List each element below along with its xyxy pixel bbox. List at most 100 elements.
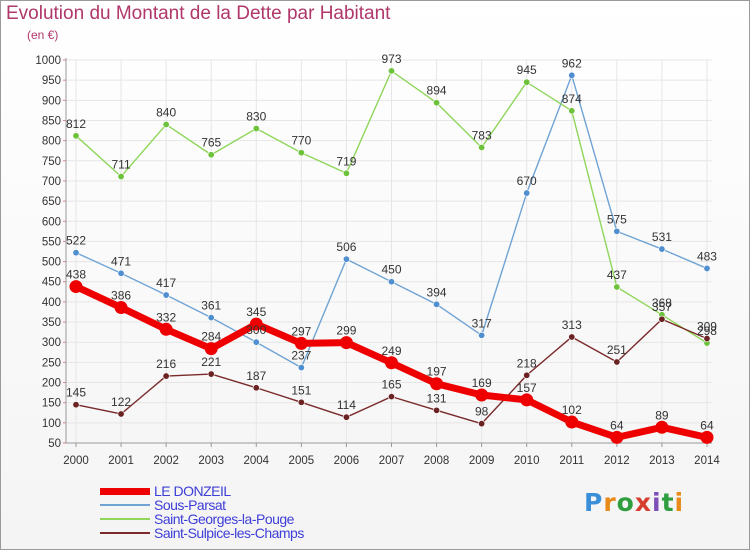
data-label: 218 <box>517 356 537 370</box>
x-tick-label: 2010 <box>514 455 540 467</box>
y-tick-label: 650 <box>42 196 61 208</box>
data-label: 309 <box>697 320 717 334</box>
data-label: 812 <box>66 117 86 131</box>
data-point-saint-sulpice-les-champs <box>297 398 305 406</box>
data-point-saint-georges-la-pouge <box>162 121 170 129</box>
data-point-sous-parsat <box>342 255 350 263</box>
logo-letter: o <box>616 488 635 517</box>
series-lines <box>69 67 714 444</box>
y-tick-label: 900 <box>42 95 61 107</box>
y-axis-ticks: 50 100 150 200 250 300 350 400 450 500 550 600 650 70… <box>35 55 66 450</box>
data-point-le-donzeil <box>565 415 579 429</box>
data-label: 249 <box>381 344 401 358</box>
data-label: 575 <box>607 212 627 226</box>
data-point-saint-sulpice-les-champs <box>207 370 215 378</box>
data-label: 783 <box>472 128 492 142</box>
data-point-le-donzeil <box>159 322 173 336</box>
data-label: 131 <box>427 391 447 405</box>
data-point-sous-parsat <box>433 300 441 308</box>
data-label: 297 <box>291 324 311 338</box>
data-point-saint-sulpice-les-champs <box>342 413 350 421</box>
data-label: 531 <box>652 230 672 244</box>
data-point-le-donzeil <box>294 336 308 350</box>
x-tick-label: 2004 <box>243 455 269 467</box>
y-tick-label: 850 <box>42 115 61 127</box>
data-label: 394 <box>427 285 447 299</box>
logo-letter: r <box>603 488 617 517</box>
data-point-saint-sulpice-les-champs <box>613 358 621 366</box>
axes <box>65 58 712 444</box>
y-tick-label: 100 <box>42 418 61 430</box>
data-point-saint-georges-la-pouge <box>523 78 531 86</box>
y-tick-label: 50 <box>48 438 61 450</box>
x-tick-label: 2000 <box>63 455 89 467</box>
data-label: 840 <box>156 106 176 120</box>
data-point-sous-parsat <box>252 338 260 346</box>
data-label: 300 <box>246 323 266 337</box>
data-label: 251 <box>607 343 627 357</box>
x-tick-label: 2006 <box>334 455 360 467</box>
y-tick-label: 150 <box>42 398 61 410</box>
x-tick-label: 2003 <box>198 455 224 467</box>
data-point-sous-parsat <box>207 314 215 322</box>
y-tick-label: 350 <box>42 317 61 329</box>
data-label: 284 <box>201 330 221 344</box>
data-point-le-donzeil <box>114 301 128 315</box>
data-point-saint-sulpice-les-champs <box>658 315 666 323</box>
data-point-saint-georges-la-pouge <box>117 173 125 181</box>
data-label: 945 <box>517 63 537 77</box>
data-point-saint-sulpice-les-champs <box>387 393 395 401</box>
data-point-sous-parsat <box>297 364 305 372</box>
data-label: 962 <box>562 56 582 70</box>
data-label: 670 <box>517 174 537 188</box>
data-label: 368 <box>652 296 672 310</box>
y-tick-label: 500 <box>42 257 61 269</box>
data-label: 98 <box>475 405 489 419</box>
data-point-le-donzeil <box>475 388 489 402</box>
y-tick-label: 1000 <box>35 55 61 67</box>
data-label: 357 <box>652 300 672 314</box>
legend-label: LE DONZEIL <box>154 483 231 499</box>
data-label: 437 <box>607 268 627 282</box>
data-label: 122 <box>111 395 131 409</box>
data-labels: 438 386 332 284 345 297 299 249 197 169 157 102 64 89… <box>66 52 717 432</box>
x-axis-ticks: 2000 2001 2002 2003 2004 2005 2006 2007 2008 2009… <box>63 443 720 467</box>
proxiti-logo: Proxiti <box>584 488 684 517</box>
x-tick-label: 2007 <box>379 455 405 467</box>
data-point-le-donzeil <box>249 317 263 331</box>
x-tick-label: 2011 <box>559 455 584 467</box>
y-tick-label: 750 <box>42 156 61 168</box>
logo-letter: i <box>652 488 662 517</box>
y-tick-label: 450 <box>42 277 61 289</box>
data-point-saint-sulpice-les-champs <box>117 410 125 418</box>
y-tick-label: 950 <box>42 75 61 87</box>
data-label: 165 <box>381 378 401 392</box>
data-point-le-donzeil <box>339 336 353 350</box>
data-point-le-donzeil <box>655 420 669 434</box>
legend-label: Saint-Sulpice-les-Champs <box>154 525 304 541</box>
data-point-sous-parsat <box>523 189 531 197</box>
data-point-le-donzeil <box>204 342 218 356</box>
legend-label: Sous-Parsat <box>154 497 226 513</box>
legend-label: Saint-Georges-la-Pouge <box>154 511 294 527</box>
x-tick-label: 2014 <box>694 455 720 467</box>
data-point-sous-parsat <box>568 71 576 79</box>
logo-letter: i <box>674 488 685 517</box>
data-point-sous-parsat <box>72 249 80 257</box>
data-label: 317 <box>472 316 492 330</box>
legend-swatch <box>100 504 150 506</box>
x-tick-label: 2008 <box>424 455 450 467</box>
data-point-saint-sulpice-les-champs <box>523 371 531 379</box>
x-tick-label: 2009 <box>469 455 495 467</box>
data-label: 237 <box>291 349 311 363</box>
data-point-saint-georges-la-pouge <box>568 107 576 115</box>
data-label: 830 <box>246 110 266 124</box>
data-point-saint-georges-la-pouge <box>387 67 395 75</box>
data-point-saint-georges-la-pouge <box>252 125 260 133</box>
data-point-sous-parsat <box>117 269 125 277</box>
data-label: 386 <box>111 289 131 303</box>
data-point-sous-parsat <box>387 278 395 286</box>
data-label: 874 <box>562 92 582 106</box>
data-label: 145 <box>66 386 86 400</box>
